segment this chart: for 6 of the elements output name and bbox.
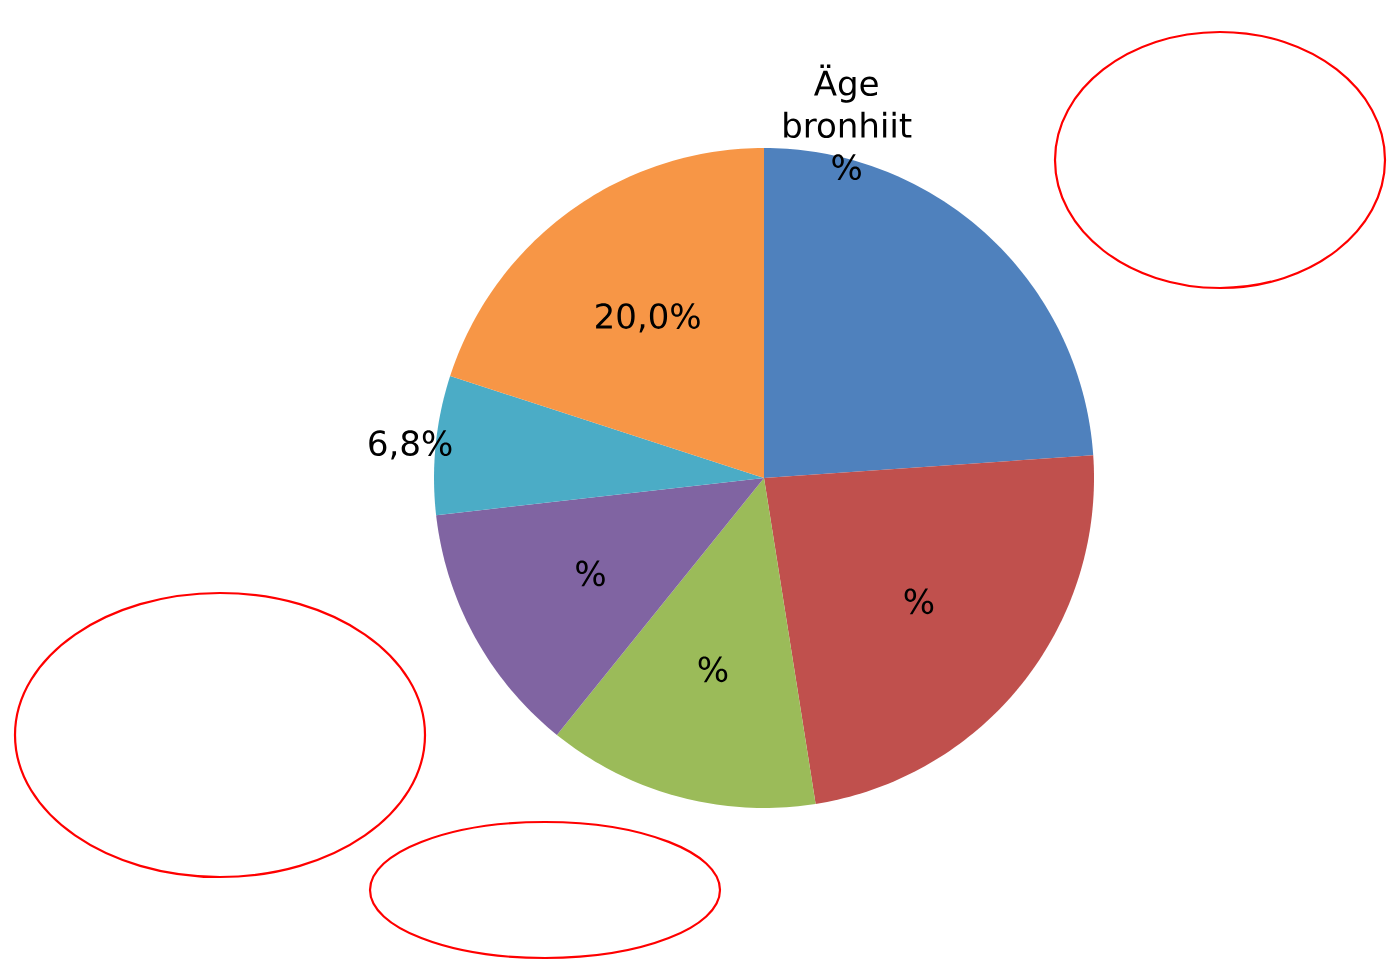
data-label: 20,0% <box>596 303 700 333</box>
data-label: % <box>698 656 728 683</box>
data-label: % <box>904 588 934 615</box>
data-label: % <box>832 154 861 181</box>
data-label: % <box>576 560 605 587</box>
slice-label: Äge bronhiit <box>784 64 912 139</box>
